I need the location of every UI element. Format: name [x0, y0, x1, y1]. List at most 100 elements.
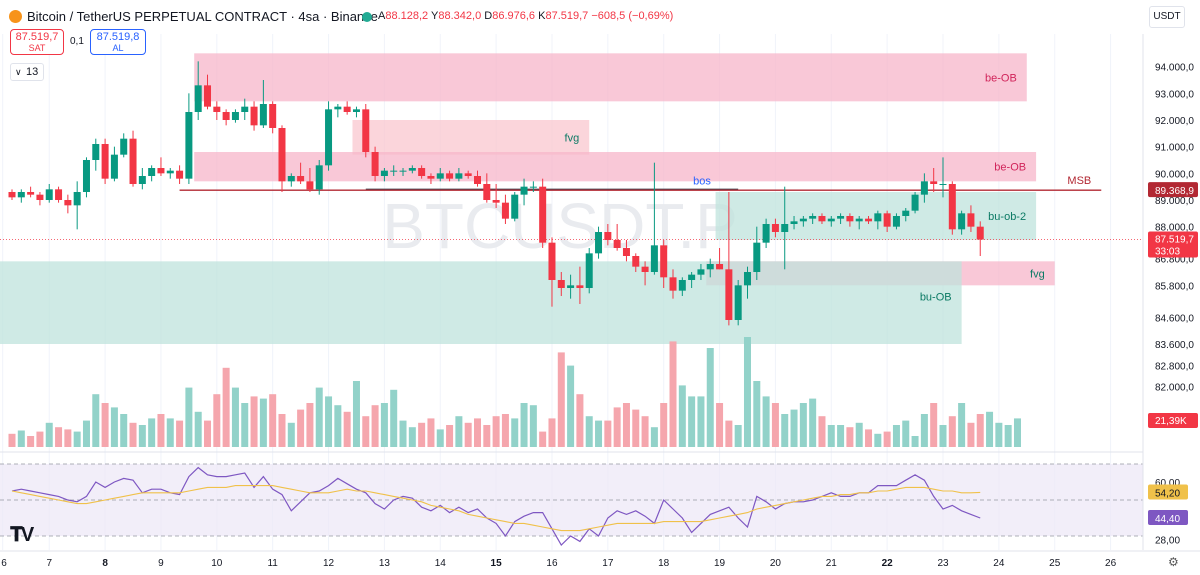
- buy-button[interactable]: 87.519,8 AL: [90, 29, 146, 55]
- candle-body: [595, 232, 603, 254]
- volume-bar: [595, 420, 603, 447]
- settings-gear-icon[interactable]: ⚙: [1168, 555, 1179, 569]
- volume-bar: [743, 337, 751, 447]
- volume-bar: [101, 403, 109, 447]
- volume-bar: [8, 433, 16, 447]
- volume-bar: [855, 422, 863, 447]
- volume-bar: [334, 405, 342, 447]
- volume-bar: [697, 396, 705, 447]
- candle-body: [399, 170, 407, 172]
- candle-body: [408, 168, 416, 171]
- indicators-toggle-button[interactable]: ∨ 13: [10, 63, 44, 81]
- time-tick-label: 20: [770, 558, 782, 569]
- volume-bar: [771, 403, 779, 447]
- volume-bar: [688, 396, 696, 447]
- volume-bar: [613, 407, 621, 447]
- high-label: Y: [431, 10, 439, 22]
- candle-body: [604, 232, 612, 240]
- candle-body: [827, 218, 835, 222]
- zone-label: bu-OB: [920, 292, 952, 304]
- volume-bar: [287, 422, 295, 447]
- candle-body: [250, 106, 258, 126]
- candle-body: [334, 106, 342, 110]
- candle-body: [474, 176, 481, 184]
- candle-body: [259, 104, 267, 126]
- price-tick-label: 82.800,0: [1155, 361, 1194, 372]
- volume-bar: [306, 403, 314, 447]
- volume-bar: [27, 436, 35, 447]
- candle-body: [213, 106, 221, 112]
- candle-body: [930, 181, 938, 184]
- candle-body: [725, 269, 733, 320]
- volume-bar: [446, 425, 454, 447]
- volume-bar: [55, 427, 63, 447]
- time-tick-label: 17: [602, 558, 614, 569]
- volume-bar: [716, 403, 724, 447]
- volume-bar: [511, 418, 519, 447]
- candle-body: [287, 176, 295, 182]
- volume-bar: [343, 411, 351, 447]
- rsi-value-tag-label: 54,20: [1155, 488, 1180, 499]
- price-tick-label: 94.000,0: [1155, 63, 1194, 74]
- candle-body: [27, 192, 35, 195]
- volume-bar: [753, 381, 761, 447]
- price-tick-label: 90.000,0: [1155, 169, 1194, 180]
- indicator-count: 13: [26, 66, 39, 78]
- volume-bar: [129, 422, 137, 447]
- volume-bar: [827, 425, 835, 447]
- price-tick-label: 84.600,0: [1155, 313, 1194, 324]
- candle-body: [222, 112, 230, 120]
- candle-body: [650, 245, 658, 272]
- high-value: 88.342,0: [438, 10, 482, 22]
- zone-label: fvg: [565, 132, 580, 144]
- zone-box: [194, 152, 1037, 182]
- candle-body: [501, 202, 509, 219]
- open-label: A: [378, 10, 386, 22]
- volume-bar: [548, 418, 556, 447]
- candle-body: [734, 285, 742, 320]
- candle-body: [865, 218, 873, 222]
- time-tick-label: 19: [714, 558, 726, 569]
- candle-body: [632, 256, 640, 267]
- candle-body: [622, 248, 630, 256]
- volume-bar: [36, 431, 44, 447]
- currency-button[interactable]: USDT: [1149, 6, 1185, 28]
- candle-body: [231, 112, 239, 120]
- volume-bar: [157, 414, 165, 447]
- candle-body: [325, 109, 333, 166]
- sell-button[interactable]: 87.519,7 SAT: [10, 29, 64, 55]
- volume-bar: [315, 387, 323, 447]
- volume-bar: [706, 348, 714, 447]
- volume-bar: [930, 403, 938, 447]
- candle-body: [771, 224, 779, 232]
- volume-bar: [269, 394, 277, 447]
- volume-bar: [297, 409, 305, 447]
- candle-body: [669, 277, 677, 291]
- chevron-down-icon: ∨: [15, 67, 22, 77]
- symbol-title[interactable]: Bitcoin / TetherUS PERPETUAL CONTRACT · …: [27, 9, 378, 24]
- rsi-value-tag: [1148, 484, 1188, 500]
- candle-body: [455, 173, 463, 179]
- candle-body: [436, 173, 444, 179]
- volume-bar: [166, 418, 174, 447]
- volume-bar: [678, 385, 686, 447]
- volume-bar: [762, 396, 770, 447]
- candle-body: [762, 224, 770, 243]
- candle-body: [297, 176, 305, 182]
- candle-body: [157, 168, 165, 174]
- volume-bar: [222, 367, 230, 447]
- candle-body: [110, 154, 118, 179]
- volume-bar: [986, 411, 994, 447]
- candle-body: [36, 194, 44, 200]
- candle-body: [911, 194, 919, 211]
- volume-bar: [325, 396, 333, 447]
- candle-body: [55, 189, 63, 200]
- volume-bar: [632, 409, 640, 447]
- candle-body: [166, 170, 174, 174]
- candle-body: [82, 160, 90, 192]
- volume-bar: [539, 431, 547, 447]
- msb-price-tag-label: 89.368,9: [1155, 186, 1194, 197]
- candle-body: [343, 106, 351, 112]
